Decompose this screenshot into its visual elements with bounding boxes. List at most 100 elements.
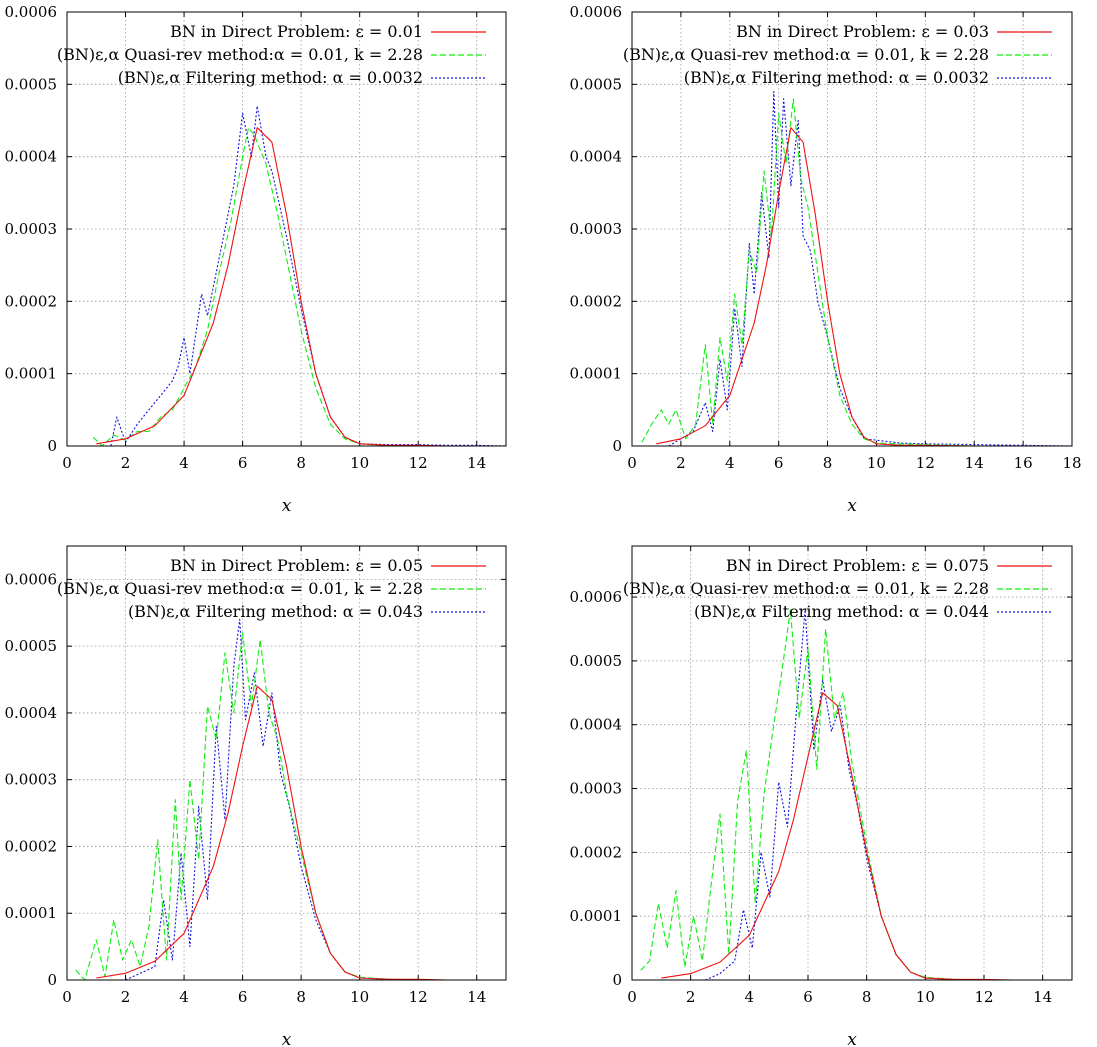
- y-tick-label: 0.0005: [570, 75, 623, 93]
- x-tick-label: 2: [121, 988, 131, 1006]
- y-tick-label: 0.0002: [5, 837, 58, 855]
- series-line-dashed: [641, 98, 1072, 446]
- y-tick-label: 0.0005: [5, 637, 58, 655]
- legend-label: (BN)ε,α Quasi-rev method:α = 0.01, k = 2…: [623, 579, 989, 598]
- y-tick-label: 0.0002: [5, 292, 58, 310]
- y-tick-label: 0: [612, 437, 622, 455]
- y-tick-label: 0.0001: [5, 365, 58, 383]
- x-tick-label: 14: [965, 454, 984, 472]
- series-group: [640, 609, 1072, 980]
- plot-frame: [66, 11, 507, 447]
- x-tick-label: 4: [179, 988, 189, 1006]
- y-tick-label: 0.0002: [570, 292, 623, 310]
- x-tick-label: 0: [62, 454, 72, 472]
- series-line-dotted: [705, 609, 1072, 980]
- y-tick-label: 0: [47, 437, 57, 455]
- legend: BN in Direct Problem: ε = 0.075 (BN)ε,α Q…: [623, 556, 1052, 621]
- series-group: [641, 91, 1072, 446]
- series-line-solid: [96, 685, 506, 980]
- x-tick-label: 14: [1033, 988, 1052, 1006]
- x-tick-label: 10: [350, 454, 369, 472]
- y-tick-label: 0.0003: [5, 220, 58, 238]
- y-tick-label: 0.0003: [5, 771, 58, 789]
- y-tick-label: 0.0002: [570, 843, 623, 861]
- x-tick-label: 12: [409, 454, 428, 472]
- legend-label: BN in Direct Problem: ε = 0.01: [170, 22, 423, 41]
- y-axis: 0 0.0001 0.0002 0.0003 0.0004 0.0005 0.0006: [570, 588, 1072, 989]
- x-tick-label: 14: [467, 988, 486, 1006]
- legend-label: (BN)ε,α Filtering method: α = 0.043: [128, 602, 423, 621]
- y-tick-label: 0.0003: [570, 220, 623, 238]
- y-axis: 0 0.0001 0.0002 0.0003 0.0004 0.0005 0.0006: [570, 3, 1072, 455]
- x-tick-label: 8: [823, 454, 833, 472]
- y-tick-label: 0.0006: [5, 3, 58, 21]
- series-line-dashed: [75, 632, 506, 980]
- y-tick-label: 0.0005: [5, 75, 58, 93]
- y-tick-label: 0.0004: [570, 716, 623, 734]
- chart-panel-1: 0 2 4 6 8 10 12 14 0 0.0001 0.0002 0.0003 0.0004 0.00…: [5, 3, 507, 516]
- y-tick-label: 0.0006: [570, 588, 623, 606]
- x-tick-label: 6: [238, 988, 248, 1006]
- series-group: [92, 105, 506, 446]
- x-tick-label: 2: [676, 454, 686, 472]
- legend: BN in Direct Problem: ε = 0.01 (BN)ε,α Qu…: [57, 22, 486, 87]
- plot-frame: [631, 11, 1073, 447]
- x-tick-label: 10: [867, 454, 886, 472]
- x-tick-label: 14: [467, 454, 486, 472]
- x-axis-label: x: [847, 496, 857, 516]
- series-line-dashed: [92, 127, 506, 446]
- series-line-solid: [656, 127, 1072, 446]
- series-line-dotted: [668, 91, 1072, 446]
- x-tick-label: 16: [1014, 454, 1033, 472]
- x-tick-label: 0: [62, 988, 72, 1006]
- legend-label: BN in Direct Problem: ε = 0.05: [170, 556, 423, 575]
- chart-panel-4: 0 2 4 6 8 10 12 14 0 0.0001 0.0002 0.0003 0.0004 0.00…: [570, 545, 1073, 1047]
- x-tick-label: 0: [627, 988, 637, 1006]
- x-tick-label: 12: [409, 988, 428, 1006]
- y-tick-label: 0.0001: [570, 365, 623, 383]
- x-tick-label: 6: [774, 454, 784, 472]
- legend-label: BN in Direct Problem: ε = 0.03: [736, 22, 989, 41]
- series-line-dotted: [125, 618, 506, 980]
- y-tick-label: 0: [612, 971, 622, 989]
- y-tick-label: 0.0003: [570, 780, 623, 798]
- x-axis-label: x: [282, 496, 292, 516]
- legend-label: (BN)ε,α Filtering method: α = 0.0032: [118, 68, 423, 87]
- x-tick-label: 6: [803, 988, 813, 1006]
- legend-label: (BN)ε,α Quasi-rev method:α = 0.01, k = 2…: [57, 45, 423, 64]
- legend-label: (BN)ε,α Quasi-rev method:α = 0.01, k = 2…: [57, 579, 423, 598]
- x-axis-label: x: [847, 1030, 857, 1047]
- x-tick-label: 12: [916, 454, 935, 472]
- y-tick-label: 0.0004: [570, 148, 623, 166]
- x-tick-label: 10: [916, 988, 935, 1006]
- legend: BN in Direct Problem: ε = 0.05 (BN)ε,α Qu…: [57, 556, 486, 621]
- y-tick-label: 0.0004: [5, 704, 58, 722]
- x-tick-label: 4: [745, 988, 755, 1006]
- series-line-solid: [96, 127, 506, 446]
- x-tick-label: 4: [725, 454, 735, 472]
- plot-frame: [631, 545, 1073, 981]
- y-axis: 0 0.0001 0.0002 0.0003 0.0004 0.0005 0.0006: [5, 3, 506, 455]
- y-axis: 0 0.0001 0.0002 0.0003 0.0004 0.0005 0.0006: [5, 570, 506, 989]
- x-tick-label: 8: [296, 988, 306, 1006]
- x-tick-label: 8: [862, 988, 872, 1006]
- x-tick-label: 12: [974, 988, 993, 1006]
- x-tick-label: 0: [627, 454, 637, 472]
- legend: BN in Direct Problem: ε = 0.03 (BN)ε,α Qu…: [623, 22, 1052, 87]
- series-line-dashed: [640, 609, 1072, 980]
- series-line-solid: [661, 692, 1072, 980]
- x-tick-label: 6: [238, 454, 248, 472]
- x-tick-label: 8: [296, 454, 306, 472]
- legend-label: BN in Direct Problem: ε = 0.075: [726, 556, 989, 575]
- x-axis: 0 2 4 6 8 10 12 14: [627, 546, 1052, 1006]
- x-tick-label: 2: [121, 454, 131, 472]
- y-tick-label: 0.0004: [5, 148, 58, 166]
- series-group: [75, 618, 506, 980]
- x-tick-label: 18: [1062, 454, 1081, 472]
- y-tick-label: 0: [47, 971, 57, 989]
- x-axis: 0 2 4 6 8 10 12 14: [62, 546, 486, 1006]
- y-tick-label: 0.0001: [570, 907, 623, 925]
- y-tick-label: 0.0006: [570, 3, 623, 21]
- legend-label: (BN)ε,α Filtering method: α = 0.0032: [684, 68, 989, 87]
